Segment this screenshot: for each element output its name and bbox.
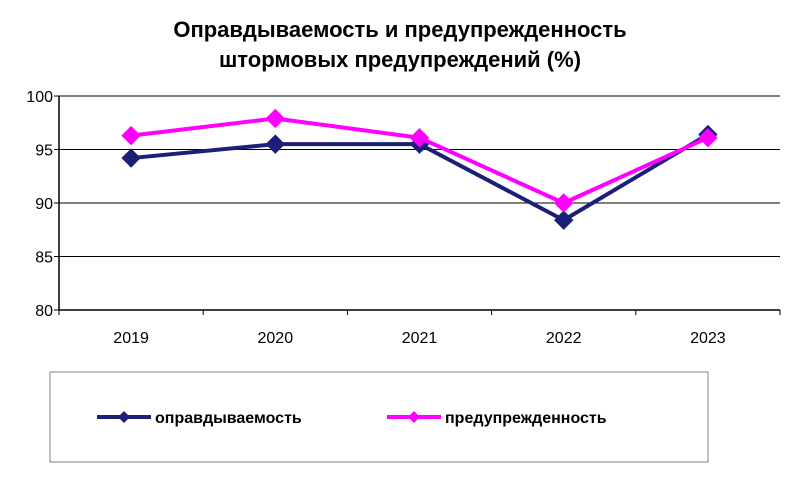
x-axis-ticks: 2019 2020 2021 2022 2023 — [58, 310, 781, 347]
data-point-2019 — [121, 125, 141, 146]
y-tick-label: 90 — [35, 196, 53, 213]
series-1 — [121, 108, 718, 213]
y-tick-label: 95 — [35, 143, 53, 160]
data-point-2022 — [553, 210, 574, 230]
legend-swatch-marker — [408, 411, 420, 423]
legend-label: предупрежденность — [445, 410, 607, 427]
axes — [58, 96, 780, 311]
legend-label: оправдываемость — [155, 410, 302, 427]
legend-box — [49, 371, 709, 463]
series-group — [121, 108, 718, 230]
chart-title-line-2: штормовых предупреждений (%) — [219, 47, 581, 72]
data-point-2021 — [409, 128, 430, 148]
legend-swatch-marker — [118, 411, 130, 423]
y-tick-label: 100 — [26, 89, 53, 106]
x-tick-label: 2021 — [402, 330, 438, 347]
legend-item-1: предупрежденность — [387, 410, 607, 427]
y-tick-label: 85 — [35, 250, 53, 267]
x-tick-label: 2022 — [546, 330, 582, 347]
data-point-2020 — [265, 108, 286, 129]
chart-title-line-1: Оправдываемость и предупрежденность — [173, 17, 626, 42]
x-tick-label: 2023 — [690, 330, 726, 347]
data-point-2022 — [553, 193, 574, 213]
data-point-2020 — [265, 134, 286, 154]
y-tick-label: 80 — [35, 303, 53, 320]
data-point-2023 — [698, 128, 718, 148]
y-axis-ticks: 80 85 90 95 100 — [26, 89, 59, 320]
chart-title: Оправдываемость и предупрежденность штор… — [173, 17, 626, 72]
x-tick-label: 2020 — [258, 330, 294, 347]
x-tick-label: 2019 — [113, 330, 149, 347]
legend: оправдываемость предупрежденность — [49, 371, 709, 463]
legend-item-0: оправдываемость — [97, 410, 302, 427]
data-point-2019 — [121, 148, 141, 168]
